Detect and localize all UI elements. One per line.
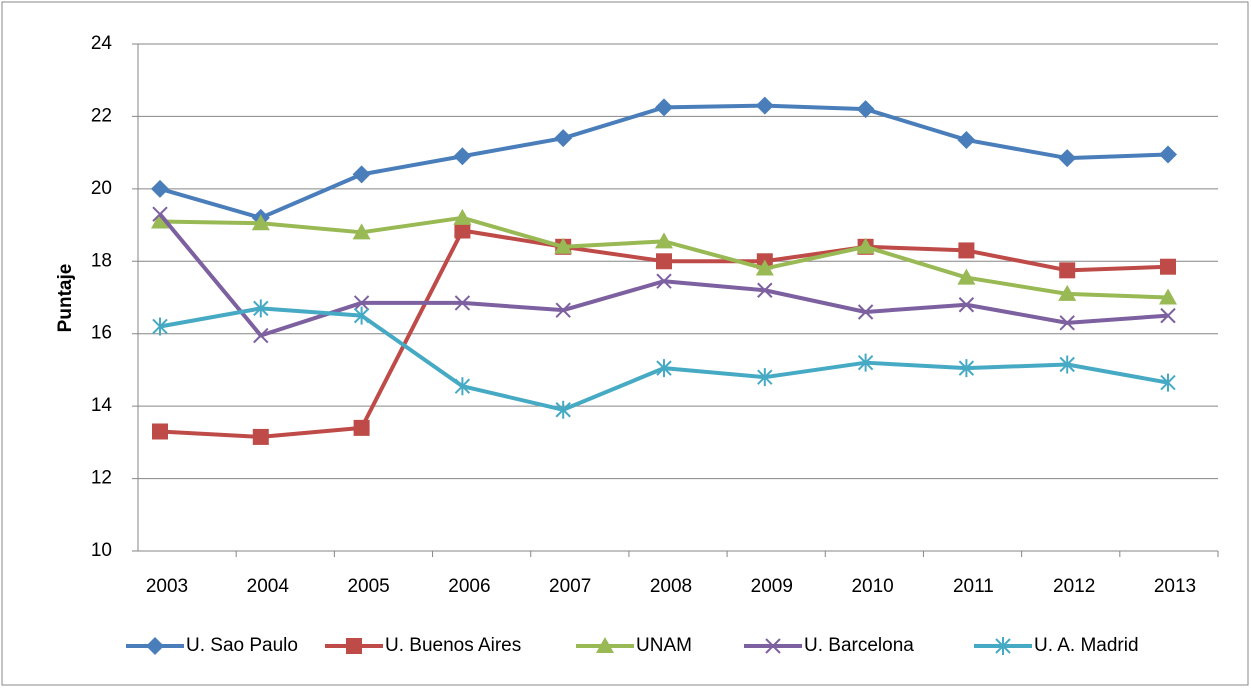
marker (152, 317, 168, 336)
y-tick-label: 12 (91, 468, 112, 489)
y-tick-label: 10 (91, 540, 112, 561)
marker (554, 129, 573, 148)
y-tick-label: 18 (91, 250, 112, 271)
marker (656, 273, 672, 289)
y-tick-label: 22 (91, 105, 112, 126)
legend-label: U. Barcelona (804, 635, 914, 656)
legend-marker (146, 637, 164, 655)
y-tick-label: 20 (91, 178, 112, 199)
marker (1160, 258, 1176, 275)
marker (454, 222, 471, 239)
legend-marker (995, 637, 1011, 655)
marker (251, 214, 270, 231)
legend-label: U. Sao Paulo (186, 635, 298, 656)
marker (655, 232, 673, 249)
marker (453, 208, 472, 225)
x-tick-label: 2003 (146, 576, 188, 597)
x-tick-label: 2005 (347, 576, 389, 597)
marker (656, 359, 672, 378)
marker (755, 96, 774, 115)
marker (454, 377, 471, 396)
y-tick-label: 24 (91, 33, 113, 54)
marker (655, 98, 673, 117)
marker (1059, 315, 1075, 331)
x-tick-label: 2004 (247, 576, 290, 597)
legend-marker (346, 638, 362, 654)
x-tick-label: 2012 (1053, 576, 1095, 597)
marker (958, 297, 975, 313)
legend-label: U. Buenos Aires (385, 635, 521, 656)
marker (656, 253, 672, 270)
marker (1059, 262, 1076, 279)
marker (1160, 307, 1176, 324)
x-tick-label: 2006 (448, 576, 490, 597)
marker (555, 302, 571, 318)
marker (353, 419, 370, 436)
x-tick-label: 2011 (953, 576, 994, 597)
y-axis-title: Puntaje (55, 264, 76, 333)
marker (1159, 145, 1177, 164)
marker (958, 359, 975, 378)
marker (554, 237, 573, 254)
marker (757, 282, 773, 298)
x-tick-label: 2013 (1154, 576, 1196, 597)
marker (857, 353, 874, 372)
marker (454, 295, 471, 311)
marker (1160, 373, 1176, 392)
marker (353, 295, 370, 311)
marker (151, 212, 169, 229)
y-tick-label: 16 (91, 323, 112, 344)
marker (1058, 149, 1077, 168)
x-tick-label: 2008 (650, 576, 692, 597)
legend-marker (596, 637, 614, 653)
x-tick-label: 2007 (549, 576, 591, 597)
legend-marker (765, 638, 781, 654)
marker (1159, 288, 1177, 305)
marker (152, 423, 168, 440)
marker (856, 100, 875, 119)
y-tick-label: 14 (91, 395, 113, 416)
marker (958, 242, 975, 259)
marker (151, 179, 169, 198)
marker (957, 268, 976, 285)
x-tick-label: 2009 (751, 576, 793, 597)
marker (252, 428, 269, 445)
marker (352, 165, 371, 184)
marker (453, 147, 472, 166)
marker (555, 400, 571, 419)
marker (1058, 284, 1077, 301)
marker (757, 368, 773, 387)
marker (353, 306, 370, 325)
marker (857, 304, 874, 320)
marker (1059, 355, 1075, 374)
marker (253, 327, 269, 344)
legend-label: UNAM (636, 635, 692, 656)
legend-label: U. A. Madrid (1034, 635, 1139, 656)
x-tick-label: 2010 (851, 576, 893, 597)
marker (957, 130, 976, 149)
marker (755, 259, 774, 276)
marker (352, 223, 371, 240)
marker (856, 237, 875, 254)
marker (253, 299, 269, 318)
marker (152, 206, 168, 222)
